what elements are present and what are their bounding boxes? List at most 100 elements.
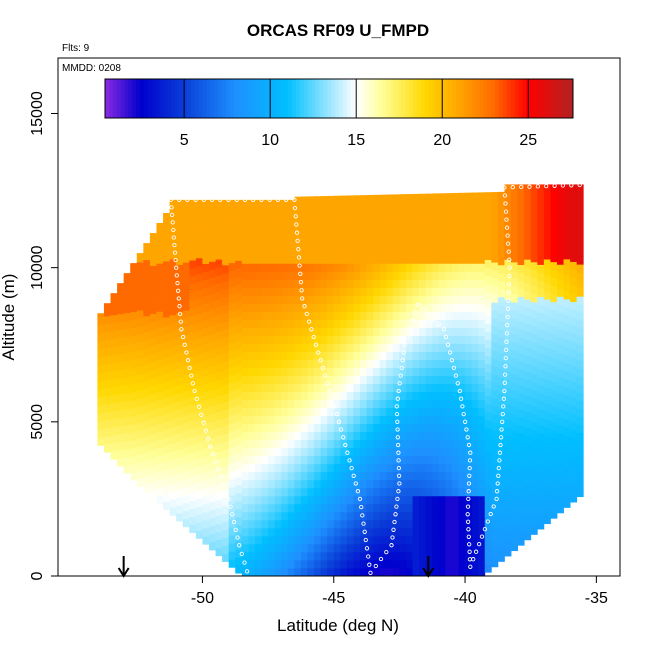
field-cell — [432, 255, 440, 264]
field-cell — [419, 503, 427, 513]
field-cell — [340, 495, 348, 505]
field-cell — [576, 296, 584, 305]
field-cell — [215, 435, 223, 444]
field-cell — [491, 286, 499, 295]
field-cell — [123, 344, 131, 354]
field-cell — [504, 443, 512, 453]
track-point — [460, 404, 465, 409]
field-cell — [149, 385, 157, 395]
field-cell — [300, 351, 308, 360]
field-cell — [156, 303, 164, 312]
field-cell — [235, 468, 243, 478]
field-cell — [425, 471, 433, 481]
field-cell — [471, 519, 479, 529]
field-cell — [228, 254, 236, 264]
field-cell — [169, 459, 177, 468]
field-cell — [419, 543, 427, 553]
field-cell — [261, 503, 269, 513]
field-cell — [438, 439, 446, 449]
field-cell — [346, 311, 354, 320]
field-cell — [300, 447, 308, 457]
field-cell — [314, 463, 322, 473]
field-cell — [576, 472, 584, 482]
field-cell — [491, 192, 499, 199]
field-cell — [202, 520, 210, 529]
field-cell — [222, 369, 230, 378]
field-cell — [405, 194, 413, 200]
field-cell — [504, 195, 512, 204]
field-cell — [261, 311, 269, 320]
field-cell — [340, 535, 348, 545]
track-point — [355, 489, 361, 494]
field-cell — [222, 553, 230, 562]
track-point — [466, 534, 471, 539]
track-point — [298, 279, 304, 285]
colorbar-cell — [198, 79, 203, 118]
field-cell — [392, 239, 400, 248]
colorbar-cell — [518, 79, 523, 118]
field-cell — [222, 457, 230, 466]
field-cell — [438, 303, 446, 312]
colorbar-cell — [530, 79, 535, 118]
field-cell — [550, 398, 558, 407]
field-cell — [563, 226, 571, 236]
field-cell — [366, 351, 374, 360]
field-cell — [405, 303, 413, 312]
field-cell — [419, 527, 427, 537]
track-point — [504, 225, 510, 230]
field-cell — [254, 311, 262, 320]
field-cell — [320, 447, 328, 457]
field-cell — [117, 321, 125, 331]
field-cell — [209, 373, 216, 383]
field-cell — [300, 255, 308, 264]
field-cell — [314, 415, 322, 425]
field-cell — [327, 303, 335, 312]
field-cell — [399, 543, 407, 553]
field-cell — [458, 463, 466, 473]
field-cell — [412, 319, 420, 328]
field-cell — [241, 319, 249, 328]
field-cell — [241, 335, 249, 344]
track-point — [465, 435, 470, 440]
field-cell — [314, 375, 322, 384]
field-cell — [465, 415, 473, 425]
field-cell — [458, 367, 466, 376]
field-cell — [156, 335, 164, 344]
field-cell — [504, 427, 512, 437]
field-cell — [340, 511, 348, 521]
field-cell — [176, 432, 184, 442]
field-cell — [530, 470, 538, 479]
colorbar-cell — [245, 79, 250, 118]
field-cell — [484, 484, 492, 493]
field-cell — [254, 503, 262, 513]
field-cell — [386, 463, 394, 473]
field-cell — [182, 446, 190, 456]
field-cell — [432, 447, 440, 457]
track-point — [495, 481, 500, 486]
field-cell — [465, 311, 473, 320]
field-cell — [537, 376, 545, 386]
field-cell — [176, 296, 184, 306]
field-cell — [261, 383, 269, 393]
field-cell — [360, 455, 367, 465]
field-cell — [268, 527, 276, 537]
field-cell — [281, 527, 289, 537]
track-point — [390, 535, 395, 540]
colorbar-cell — [249, 79, 254, 118]
field-cell — [484, 291, 492, 301]
track-point — [193, 197, 198, 202]
field-cell — [261, 359, 269, 368]
field-cell — [241, 463, 249, 473]
field-cell — [563, 242, 571, 252]
field-cell — [451, 192, 459, 200]
field-cell — [543, 211, 551, 220]
field-cell — [405, 551, 413, 561]
field-cell — [530, 326, 538, 335]
field-cell — [248, 263, 256, 272]
field-cell — [537, 328, 545, 338]
field-cell — [386, 543, 394, 553]
field-cell — [530, 269, 538, 279]
field-cell — [366, 367, 374, 376]
field-cell — [353, 407, 361, 417]
field-cell — [458, 231, 466, 240]
